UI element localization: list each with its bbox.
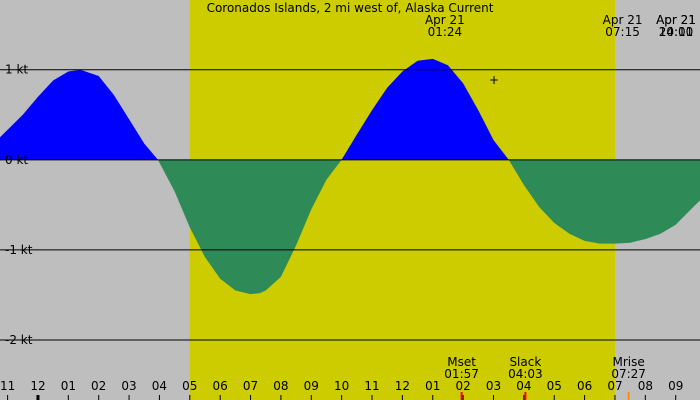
x-tick-label: 02 (91, 379, 106, 393)
event-time-label: 14:01 (659, 25, 694, 39)
x-tick-label: 04 (152, 379, 167, 393)
peak-marker: + (489, 73, 499, 87)
x-tick-label: 06 (577, 379, 592, 393)
bottom-event-time: 04:03 (508, 367, 543, 381)
gridlines (0, 69, 700, 341)
flood-area (0, 58, 509, 160)
x-tick-label: 09 (304, 379, 319, 393)
y-axis-labels: 1 kt 0 kt -1 kt -2 kt (5, 63, 33, 347)
x-tick-label: 08 (273, 379, 288, 393)
x-tick-label: 05 (182, 379, 197, 393)
x-tick-label: 10 (334, 379, 349, 393)
x-tick-label: 12 (30, 379, 45, 393)
y-tick-label: -1 kt (5, 243, 33, 257)
bottom-event-labels: Mset01:57Slack04:03Mrise07:27Slack10:42S… (444, 355, 646, 400)
event-time-label: 01:24 (428, 25, 463, 39)
x-tick-label: 07 (243, 379, 258, 393)
event-date-label: Apr 21 (656, 13, 696, 27)
x-tick-label: 02 (455, 379, 470, 393)
x-tick-label: 07 (607, 379, 622, 393)
bottom-event-label: Slack (509, 355, 541, 369)
event-time-label: 20:10 (659, 25, 694, 39)
y-tick-label: 0 kt (5, 153, 28, 167)
event-time-label: 07:15 (605, 25, 640, 39)
bottom-event-time: 07:27 (611, 367, 646, 381)
x-tick-label: 01 (61, 379, 76, 393)
chart-title: Coronados Islands, 2 mi west of, Alaska … (207, 1, 494, 15)
x-tick-label: 01 (425, 379, 440, 393)
y-tick-label: 1 kt (5, 63, 28, 77)
x-tick-label: 12 (395, 379, 410, 393)
event-date-label: Apr 21 (656, 13, 696, 27)
x-tick-label: 05 (547, 379, 562, 393)
x-axis: 11 12 01 02 03 04 05 06 07 08 09 10 11 12 01 02 03 04 05 06… (0, 379, 683, 400)
x-tick-label: 04 (516, 379, 531, 393)
x-tick-label: 09 (668, 379, 683, 393)
x-tick-label: 11 (0, 379, 15, 393)
x-tick-label: 08 (638, 379, 653, 393)
bottom-event-time: 01:57 (444, 367, 479, 381)
x-tick-label: 11 (364, 379, 379, 393)
event-date-label: Apr 21 (603, 13, 643, 27)
ebb-area (0, 159, 700, 295)
current-areas (0, 58, 700, 295)
x-tick-label: 06 (213, 379, 228, 393)
bottom-event-label: Mrise (613, 355, 645, 369)
x-tick-label: 03 (486, 379, 501, 393)
y-tick-label: -2 kt (5, 333, 33, 347)
x-tick-label: 03 (121, 379, 136, 393)
event-date-label: Apr 21 (425, 13, 465, 27)
bottom-event-label: Mset (447, 355, 476, 369)
